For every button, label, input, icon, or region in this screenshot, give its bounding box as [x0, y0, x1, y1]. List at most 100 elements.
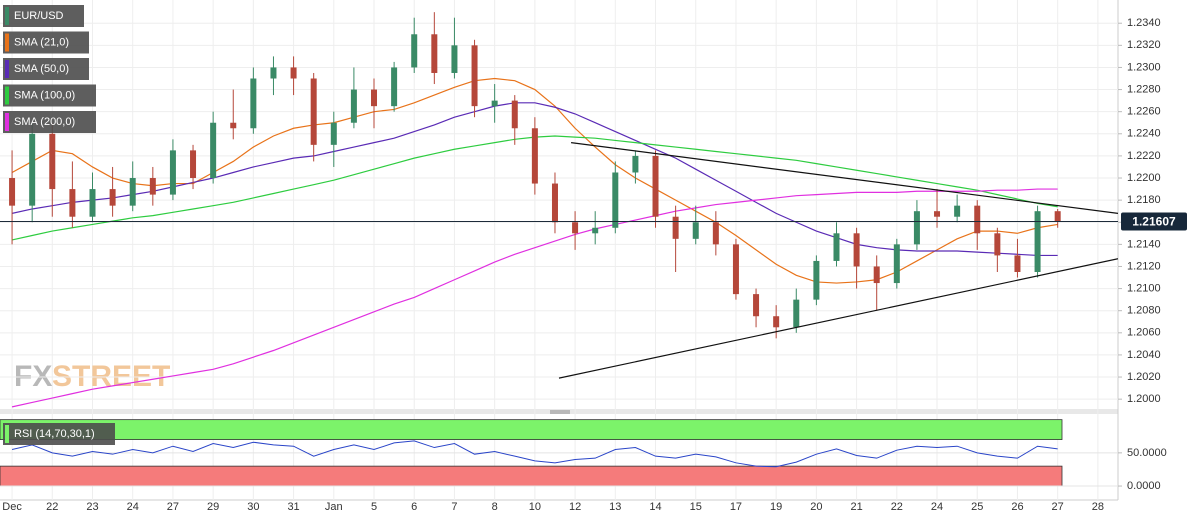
- candle-body: [49, 133, 56, 190]
- rsi-upper-zone: [0, 419, 1063, 440]
- x-tick-label: 29: [207, 501, 219, 513]
- rsi-line: [11, 440, 1058, 468]
- legend-box: [3, 84, 96, 107]
- candle-body: [89, 189, 96, 217]
- legend-box: [3, 31, 89, 54]
- watermark-street: STREET: [52, 360, 170, 393]
- candle-body: [833, 233, 840, 261]
- candle-body: [210, 122, 217, 179]
- x-tick-label: 13: [609, 501, 621, 513]
- trendline: [570, 142, 1118, 214]
- x-tick-label: 12: [569, 501, 581, 513]
- legend-label: SMA (21,0): [14, 36, 69, 48]
- y-tick-label: 1.2100: [1127, 282, 1161, 294]
- candle-body: [310, 78, 317, 145]
- x-tick-label: 25: [971, 501, 983, 513]
- rsi-panel: [0, 419, 1118, 487]
- sma-line: [11, 102, 1058, 257]
- x-tick-label: 21: [850, 501, 862, 513]
- watermark-fx: FX: [14, 360, 52, 393]
- trendline: [558, 258, 1118, 379]
- y-tick-label: 1.2320: [1127, 39, 1161, 51]
- x-tick-label: 14: [649, 501, 661, 513]
- candle-body: [350, 89, 357, 123]
- legend-swatch: [5, 86, 9, 105]
- x-tick-label: 6: [411, 501, 417, 513]
- candle-body: [592, 227, 599, 234]
- x-tick-label: Dec: [2, 501, 22, 513]
- legend-box: [3, 423, 115, 445]
- x-tick-label: 22: [46, 501, 58, 513]
- candle-body: [793, 299, 800, 328]
- candle-body: [230, 122, 237, 129]
- y-tick-label: 1.2140: [1127, 238, 1161, 250]
- candle-body: [190, 150, 197, 179]
- candle-body: [974, 205, 981, 234]
- x-tick-label: 23: [86, 501, 98, 513]
- candle-body: [431, 34, 438, 73]
- y-tick-label: 0.0000: [1127, 480, 1161, 492]
- y-tick-label: 1.2340: [1127, 17, 1161, 29]
- y-tick-label: 1.2300: [1127, 61, 1161, 73]
- candle-body: [753, 294, 760, 317]
- candle-body: [572, 222, 579, 234]
- rsi-lower-zone: [0, 465, 1063, 487]
- watermark: FX STREET: [14, 360, 170, 393]
- candle-body: [511, 100, 518, 129]
- candle-body: [632, 155, 639, 173]
- legend-box: [3, 58, 89, 80]
- candle-body: [371, 89, 378, 107]
- x-tick-label: 31: [287, 501, 299, 513]
- x-tick-label: 8: [492, 501, 498, 513]
- x-tick-label: 28: [1092, 501, 1104, 513]
- candle-body: [330, 122, 337, 145]
- x-tick-label: 20: [810, 501, 822, 513]
- x-tick-label: 27: [167, 501, 179, 513]
- last-price-box: [1121, 212, 1187, 231]
- y-tick-label: 1.2120: [1127, 260, 1161, 272]
- legend-swatch: [5, 425, 9, 443]
- x-tick-label: 26: [1011, 501, 1023, 513]
- x-tick-label: 17: [730, 501, 742, 513]
- x-tick-label: 5: [371, 501, 377, 513]
- candle-body: [732, 244, 739, 295]
- candle-body: [994, 233, 1001, 256]
- legend-box: [3, 111, 96, 133]
- legend-label: RSI (14,70,30,1): [14, 428, 95, 440]
- candle-body: [1054, 211, 1061, 222]
- price-panel: [0, 12, 1118, 408]
- candle-body: [250, 78, 257, 129]
- legend-swatch: [5, 7, 9, 25]
- candle-body: [913, 211, 920, 245]
- x-tick-label: 24: [127, 501, 139, 513]
- candle-body: [451, 45, 458, 73]
- candle-body: [290, 67, 297, 79]
- candle-body: [270, 67, 277, 79]
- sma-line: [11, 188, 1058, 408]
- x-tick-label: 7: [451, 501, 457, 513]
- legend-box: [3, 5, 84, 27]
- y-tick-label: 1.2180: [1127, 194, 1161, 206]
- candle-body: [712, 222, 719, 245]
- candle-body: [69, 189, 76, 217]
- candle-body: [551, 183, 558, 223]
- y-tick-label: 1.2000: [1127, 393, 1161, 405]
- x-tick-label: 27: [1052, 501, 1064, 513]
- y-tick-label: 1.2280: [1127, 83, 1161, 95]
- legend-label: SMA (50,0): [14, 63, 69, 75]
- legend-label: SMA (200,0): [14, 116, 75, 128]
- candle-body: [652, 155, 659, 217]
- candle-body: [149, 178, 156, 195]
- candle-body: [9, 178, 16, 206]
- candle-body: [1034, 211, 1041, 272]
- candle-body: [491, 100, 498, 107]
- candle-body: [391, 67, 398, 107]
- x-tick-label: 19: [770, 501, 782, 513]
- legend-swatch: [5, 33, 9, 52]
- y-tick-label: 1.2240: [1127, 128, 1161, 140]
- last-price-label: 1.21607: [1132, 215, 1176, 229]
- y-tick-label: 1.2200: [1127, 172, 1161, 184]
- candle-body: [692, 222, 699, 239]
- candle-body: [531, 128, 538, 184]
- candle-body: [672, 216, 679, 239]
